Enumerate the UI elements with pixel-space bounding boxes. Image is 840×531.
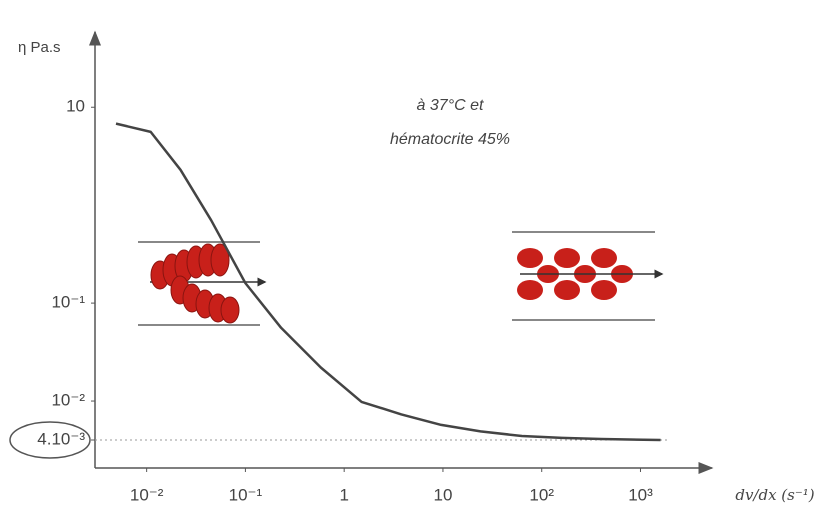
annotation: à 37°C et xyxy=(417,97,484,114)
x-tick-label: 10³ xyxy=(628,485,653,504)
chart: η Pa.s dv/dx (s⁻¹) à 37°C et hématocrite… xyxy=(0,0,840,531)
dispersed-cells-illustration xyxy=(512,232,662,320)
x-tick-label: 10² xyxy=(529,485,554,504)
y-tick-label: 10⁻¹ xyxy=(51,293,85,312)
y-axis-label: η Pa.s xyxy=(18,39,61,56)
x-axis-label: dv/dx (s⁻¹) xyxy=(735,486,814,504)
annotation: hématocrite 45% xyxy=(390,131,510,148)
x-tick-label: 10 xyxy=(433,485,452,504)
y-tick-label: 10⁻² xyxy=(51,391,85,410)
x-tick-label: 1 xyxy=(339,485,348,504)
x-tick-label: 10⁻¹ xyxy=(229,485,263,504)
y-tick-label: 10 xyxy=(66,97,85,116)
y-tick-label: 4.10⁻³ xyxy=(37,429,85,448)
x-tick-label: 10⁻² xyxy=(130,485,164,504)
